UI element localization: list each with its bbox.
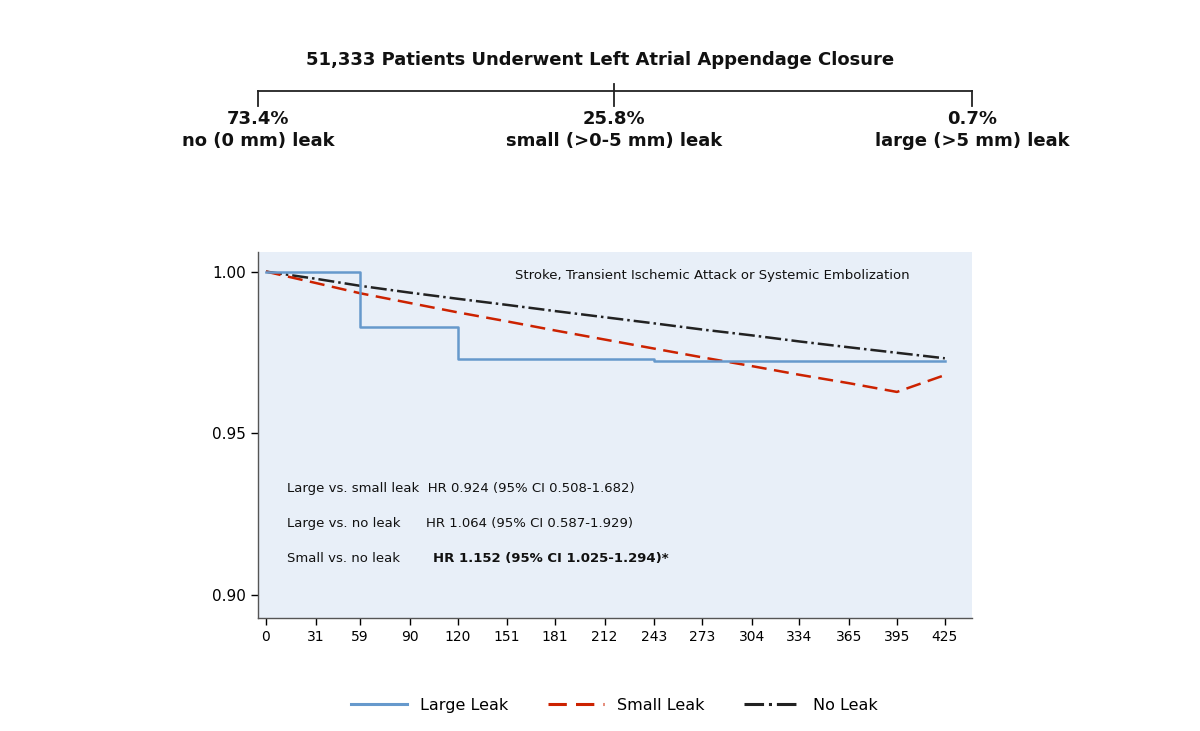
- Small Leak: [744, 362, 758, 371]
- Large Leak: [353, 322, 367, 331]
- No Leak: [647, 319, 661, 327]
- No Leak: [792, 337, 806, 346]
- Small Leak: [548, 326, 563, 335]
- No Leak: [402, 288, 416, 297]
- Large Leak: [353, 268, 367, 276]
- Line: Large Leak: Large Leak: [266, 272, 944, 361]
- Small Leak: [598, 335, 612, 344]
- Text: 73.4%
no (0 mm) leak: 73.4% no (0 mm) leak: [181, 110, 335, 150]
- Small Leak: [308, 279, 323, 287]
- Small Leak: [259, 268, 274, 276]
- Text: Small vs. no leak: Small vs. no leak: [287, 552, 425, 565]
- Line: No Leak: No Leak: [266, 272, 944, 358]
- Small Leak: [792, 371, 806, 379]
- Text: HR 1.152 (95% CI 1.025-1.294)*: HR 1.152 (95% CI 1.025-1.294)*: [433, 552, 668, 565]
- Small Leak: [500, 317, 515, 326]
- Large Leak: [450, 355, 464, 363]
- Small Leak: [937, 371, 952, 379]
- Small Leak: [402, 298, 416, 307]
- No Leak: [500, 300, 515, 309]
- No Leak: [353, 281, 367, 290]
- Text: Stroke, Transient Ischemic Attack or Systemic Embolization: Stroke, Transient Ischemic Attack or Sys…: [515, 268, 910, 281]
- Text: Large vs. no leak      HR 1.064 (95% CI 0.587-1.929): Large vs. no leak HR 1.064 (95% CI 0.587…: [287, 518, 632, 530]
- Small Leak: [647, 344, 661, 353]
- Text: Large vs. small leak  HR 0.924 (95% CI 0.508-1.682): Large vs. small leak HR 0.924 (95% CI 0.…: [287, 482, 634, 496]
- Small Leak: [842, 379, 857, 387]
- No Leak: [308, 274, 323, 283]
- Text: 51,333 Patients Underwent Left Atrial Appendage Closure: 51,333 Patients Underwent Left Atrial Ap…: [306, 51, 894, 69]
- No Leak: [450, 295, 464, 303]
- No Leak: [744, 331, 758, 340]
- Large Leak: [937, 357, 952, 366]
- Large Leak: [450, 322, 464, 331]
- Line: Small Leak: Small Leak: [266, 272, 944, 392]
- Text: 0.7%
large (>5 mm) leak: 0.7% large (>5 mm) leak: [875, 110, 1069, 150]
- Small Leak: [353, 289, 367, 298]
- Large Leak: [647, 357, 661, 366]
- Legend: Large Leak, Small Leak, No Leak: Large Leak, Small Leak, No Leak: [344, 692, 884, 719]
- No Leak: [548, 307, 563, 316]
- No Leak: [889, 349, 904, 357]
- Small Leak: [450, 308, 464, 317]
- Text: Association of Peri-Device Leak With Thromboembolic Events after Left Atrial App: Association of Peri-Device Leak With Thr…: [62, 15, 1138, 33]
- No Leak: [259, 268, 274, 276]
- Text: 25.8%
small (>0-5 mm) leak: 25.8% small (>0-5 mm) leak: [506, 110, 722, 150]
- Small Leak: [695, 353, 709, 362]
- No Leak: [937, 354, 952, 363]
- No Leak: [842, 343, 857, 352]
- No Leak: [695, 325, 709, 334]
- No Leak: [598, 313, 612, 322]
- Large Leak: [647, 355, 661, 363]
- Small Leak: [889, 387, 904, 396]
- Large Leak: [259, 268, 274, 276]
